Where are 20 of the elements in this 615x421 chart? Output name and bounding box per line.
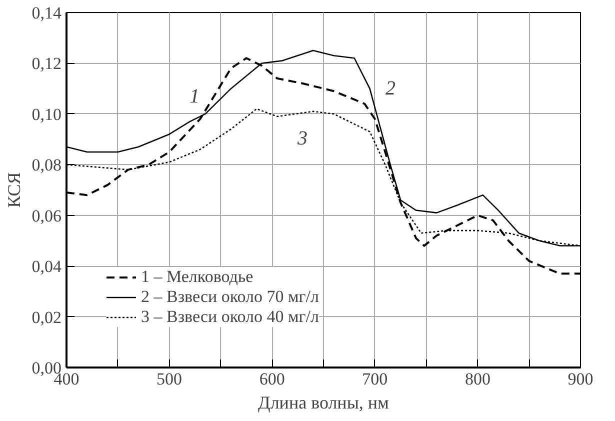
annotation: 1 bbox=[190, 86, 200, 108]
y-tick-label: 0,08 bbox=[32, 156, 62, 175]
x-tick-label: 500 bbox=[156, 370, 182, 388]
y-tick-label: 0,06 bbox=[32, 206, 62, 226]
y-tick-label: 0,10 bbox=[32, 104, 62, 124]
y-tick-label: 0,02 bbox=[32, 308, 62, 327]
annotation: 2 bbox=[386, 78, 396, 100]
y-axis-title: КСЯ bbox=[4, 172, 24, 208]
legend-label: 2 – Взвеси около 70 мг/л bbox=[141, 287, 319, 307]
annotation: 3 bbox=[296, 128, 308, 150]
legend-label: 1 – Мелководье bbox=[141, 267, 254, 287]
x-tick-label: 800 bbox=[464, 370, 490, 388]
x-tick-label: 700 bbox=[362, 370, 388, 388]
y-tick-label: 0,12 bbox=[32, 54, 62, 74]
x-tick-label: 600 bbox=[259, 370, 285, 388]
y-tick-label: 0,14 bbox=[32, 4, 62, 22]
y-tick-label: 0,04 bbox=[32, 257, 62, 276]
legend-label: 3 – Взвеси около 40 мг/л bbox=[141, 307, 319, 327]
x-tick-label: 900 bbox=[568, 370, 594, 388]
x-axis-title: Длина волны, нм bbox=[258, 392, 389, 412]
